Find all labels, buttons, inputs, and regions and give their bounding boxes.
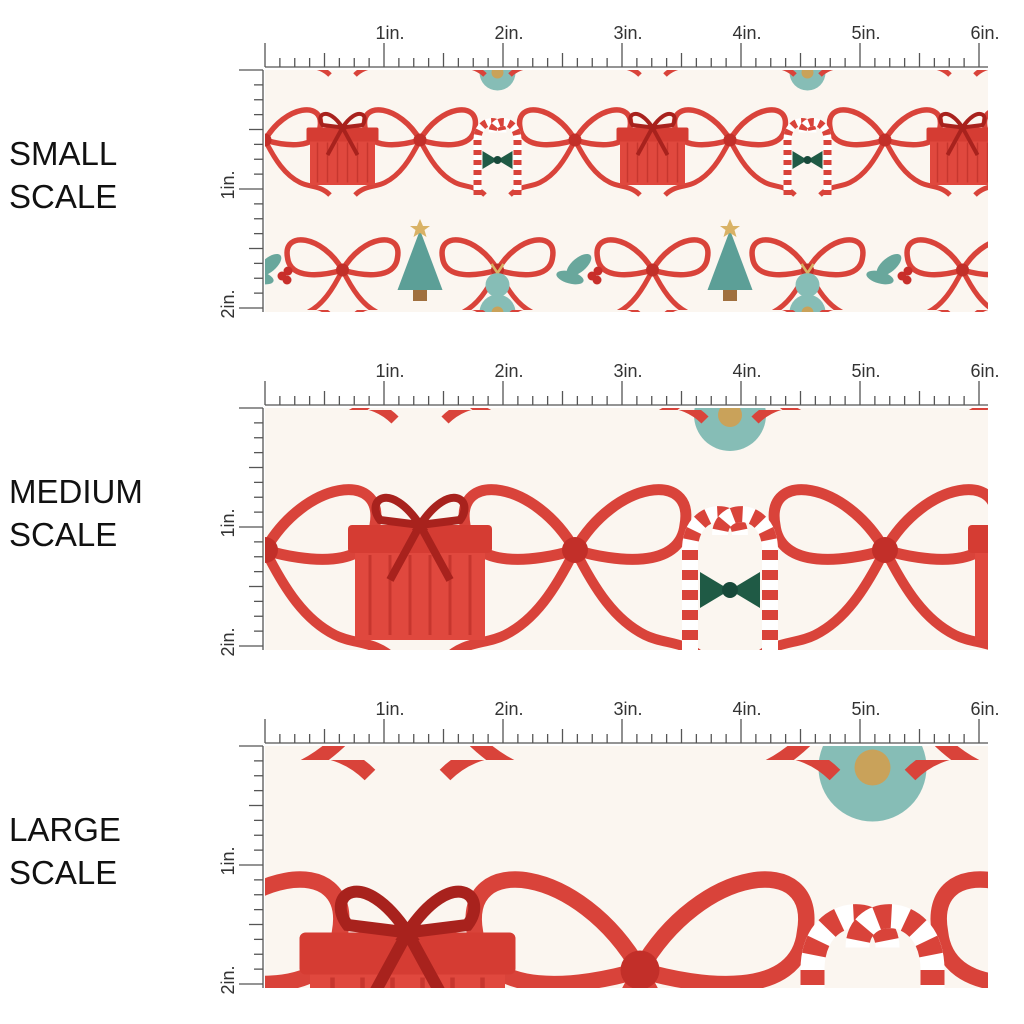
ruler-label: 6in. [970,361,999,381]
ruler-label: 1in. [218,170,238,199]
ruler-label: 4in. [732,361,761,381]
fabric-swatch [265,408,988,650]
ruler-label: 2in. [494,699,523,719]
ruler-label: 3in. [613,23,642,43]
ruler-label: 2in. [494,23,523,43]
ruler-label: 1in. [375,361,404,381]
ruler-label: 4in. [732,23,761,43]
fabric-swatch [265,70,988,312]
ruler-label: 5in. [851,699,880,719]
ruler-label: 2in. [218,627,238,656]
ruler-label: 2in. [218,965,238,994]
scale-label: LARGE [9,811,121,848]
ruler-label: 2in. [218,289,238,318]
ruler-label: 3in. [613,361,642,381]
fabric-swatch [265,746,988,988]
ruler-label: 1in. [375,23,404,43]
ruler-label: 2in. [494,361,523,381]
scale-row: SMALL SCALE 1in. 2in. 3in. 4in. 5in. 6in. 1in. 2i… [9,23,1000,319]
ruler-label: 5in. [851,23,880,43]
scale-label: SCALE [9,516,117,553]
scale-label: SCALE [9,178,117,215]
scale-row: LARGE SCALE 1in. 2in. 3in. 4in. 5in. 6in. 1in. 2i… [9,699,1000,995]
scale-label: MEDIUM [9,473,143,510]
ruler-label: 1in. [218,508,238,537]
ruler-label: 5in. [851,361,880,381]
scale-label: SCALE [9,854,117,891]
scale-row: MEDIUM SCALE 1in. 2in. 3in. 4in. 5in. 6in. 1in. 2… [9,361,1000,657]
ruler-label: 3in. [613,699,642,719]
ruler-label: 6in. [970,699,999,719]
ruler-label: 1in. [375,699,404,719]
ruler-label: 6in. [970,23,999,43]
ruler-label: 4in. [732,699,761,719]
scale-label: SMALL [9,135,117,172]
ruler-label: 1in. [218,846,238,875]
